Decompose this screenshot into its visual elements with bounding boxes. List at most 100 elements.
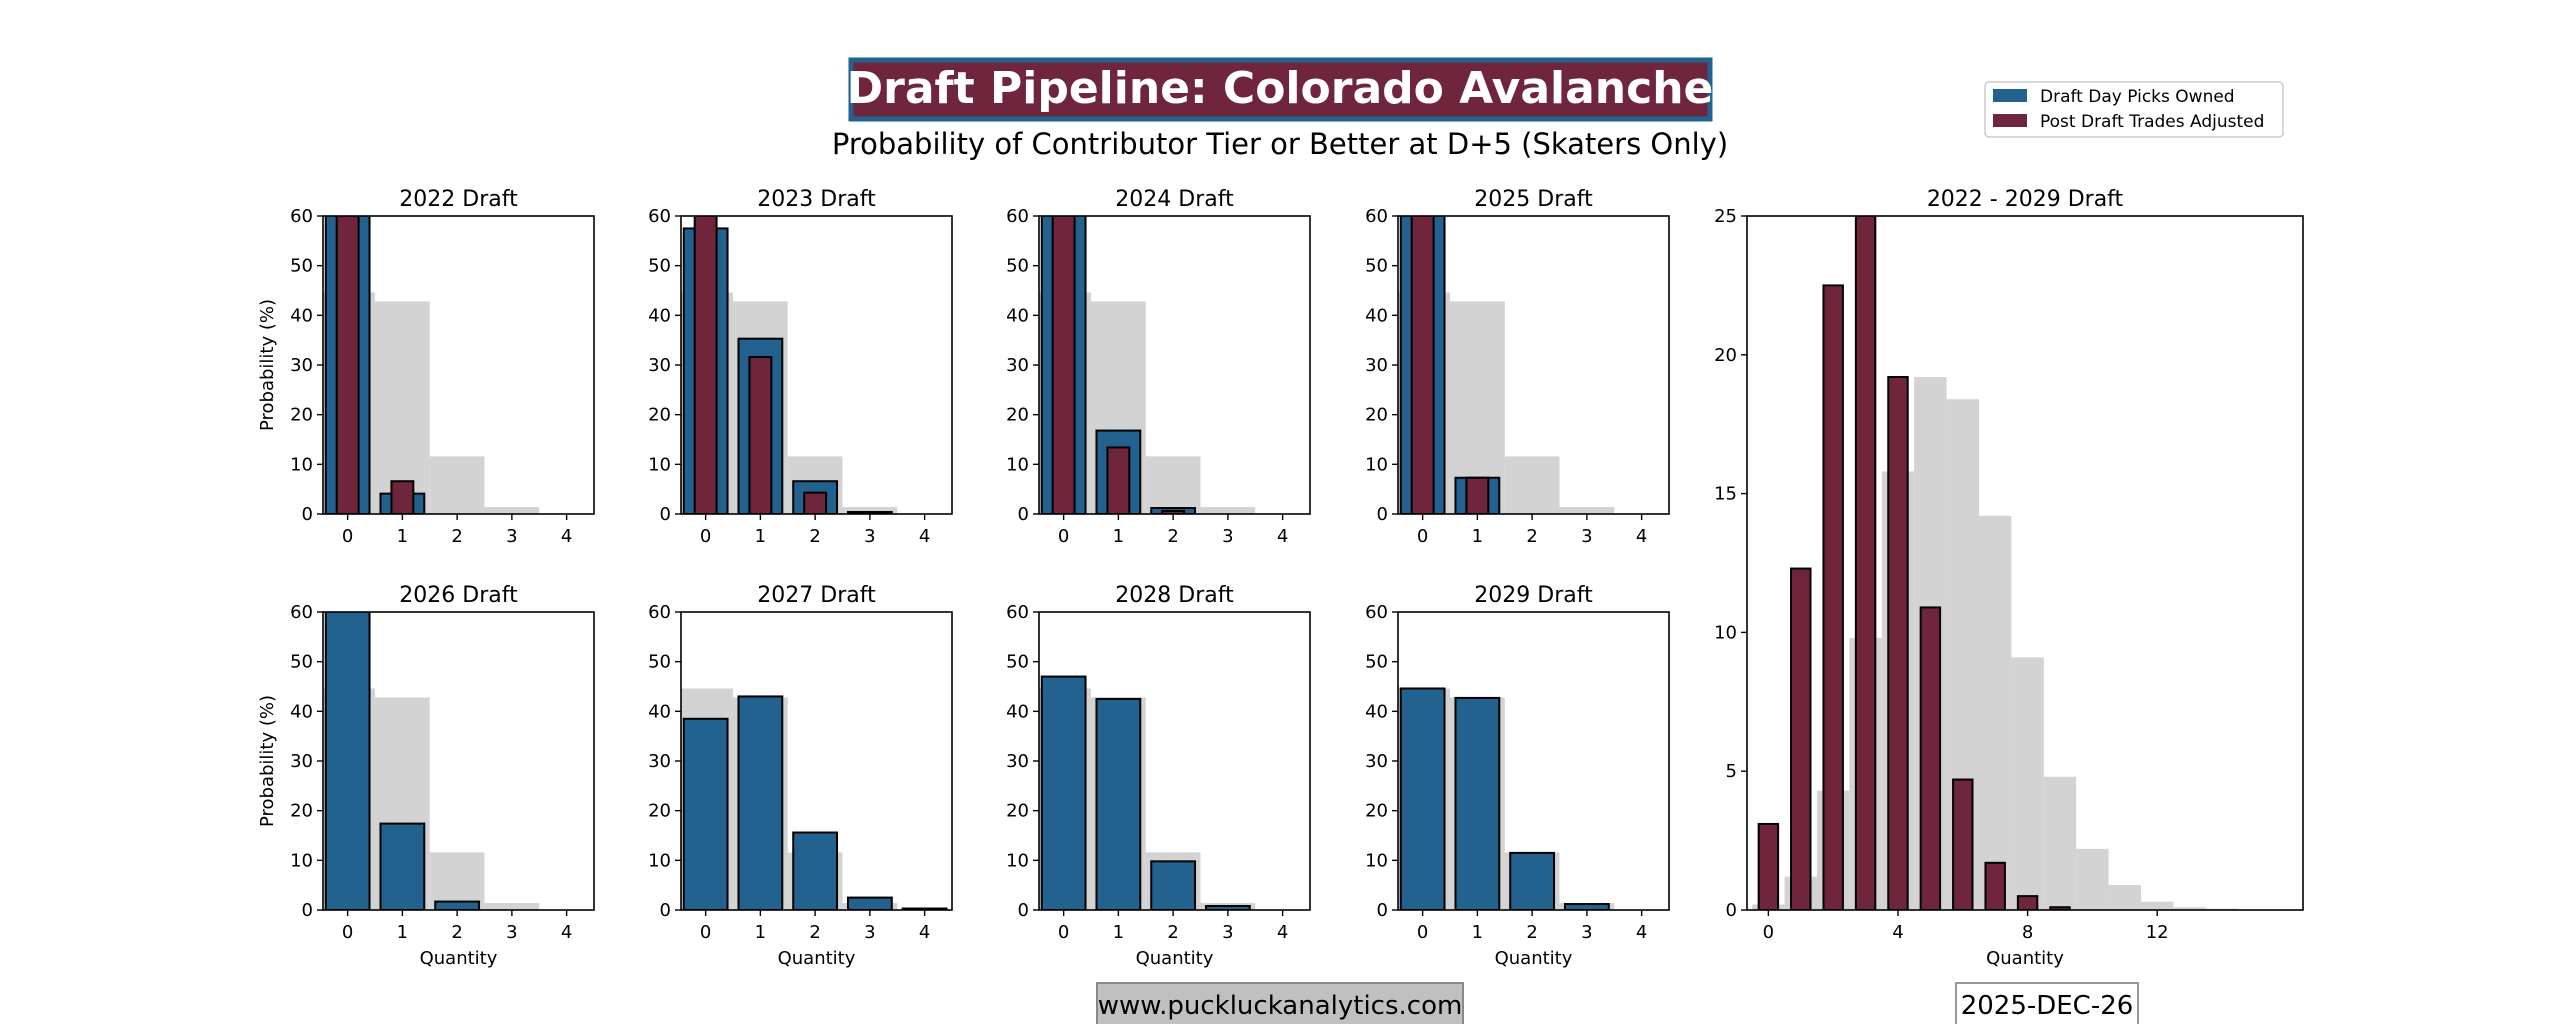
x-tick-label: 0 (700, 526, 711, 547)
y-tick-label: 30 (1365, 751, 1388, 772)
x-tick-label: 1 (755, 526, 766, 547)
x-tick-label: 12 (2146, 922, 2169, 943)
y-tick-label: 0 (660, 900, 671, 921)
x-tick-label: 1 (1472, 922, 1483, 943)
x-tick-label: 0 (342, 922, 353, 943)
legend-swatch-maroon (1993, 114, 2027, 127)
y-tick-label: 10 (290, 454, 313, 475)
x-tick-label: 3 (506, 922, 517, 943)
x-tick-label: 1 (397, 922, 408, 943)
y-tick-label: 40 (648, 305, 671, 326)
x-tick-label: 3 (1581, 922, 1592, 943)
panel-title: 2026 Draft (399, 583, 518, 608)
draft-day-bar (1563, 903, 1610, 910)
post-trade-bar (1051, 216, 1076, 514)
draft-day-bar (1040, 675, 1087, 910)
y-tick-label: 30 (648, 751, 671, 772)
post-trade-bar (748, 356, 773, 514)
baseline-bar (842, 507, 898, 514)
y-tick-label: 40 (290, 701, 313, 722)
y-tick-label: 20 (648, 801, 671, 822)
plot-area (681, 688, 952, 910)
x-tick-label: 1 (1113, 922, 1124, 943)
chart-panel: 0 5 10 15 20 25 0 4 8 12 2022 - 2029 Draft Quantity (1714, 187, 2304, 969)
legend-swatch-blue (1993, 89, 2027, 102)
y-tick-label: 15 (1714, 484, 1737, 505)
baseline-bar (429, 456, 485, 514)
date-label: 2025-DEC-26 (1961, 991, 2134, 1021)
y-tick-label: 50 (1365, 652, 1388, 673)
baseline-bar (1145, 456, 1201, 514)
y-tick-label: 0 (1377, 900, 1388, 921)
x-tick-label: 2 (1526, 526, 1537, 547)
y-tick-label: 0 (1377, 504, 1388, 525)
y-tick-label: 30 (290, 751, 313, 772)
chart-panel: 0 10 20 30 40 50 60 0 1 2 3 4 2029 Draft Quantity (1365, 583, 1670, 969)
y-tick-label: 50 (1006, 256, 1029, 277)
plot-area (1039, 216, 1310, 514)
y-tick-label: 0 (1018, 504, 1029, 525)
x-tick-label: 4 (1277, 922, 1288, 943)
draft-day-bar (737, 695, 784, 910)
baseline-bar (2076, 848, 2109, 910)
post-trade-bar (693, 216, 718, 514)
y-tick-label: 10 (1365, 454, 1388, 475)
y-tick-label: 10 (648, 850, 671, 871)
y-tick-label: 20 (290, 405, 313, 426)
panel-title: 2023 Draft (757, 187, 876, 212)
y-tick-label: 60 (648, 206, 671, 227)
y-tick-label: 30 (648, 355, 671, 376)
footer: www.puckluckanalytics.com 2025-DEC-26 (1096, 982, 2139, 1024)
x-tick-label: 0 (1763, 922, 1774, 943)
x-axis-label: Quantity (420, 948, 498, 969)
y-axis-label: Probability (%) (257, 695, 278, 827)
y-tick-label: 30 (1006, 751, 1029, 772)
post-trade-bar (335, 216, 360, 514)
panel-title: 2029 Draft (1474, 583, 1593, 608)
y-tick-label: 25 (1714, 206, 1737, 227)
chart-panel: 0 10 20 30 40 50 60 0 1 2 3 4 2023 Draft (648, 187, 953, 547)
panel-title: 2022 - 2029 Draft (1927, 187, 2124, 212)
x-tick-label: 2 (451, 922, 462, 943)
post-trade-bar (1919, 606, 1942, 910)
y-tick-label: 0 (302, 504, 313, 525)
baseline-bar (484, 507, 540, 514)
x-tick-label: 2 (809, 526, 820, 547)
chart-panel: 0 10 20 30 40 50 60 0 1 2 3 4 2025 Draft (1365, 187, 1670, 547)
y-tick-label: 50 (1365, 256, 1388, 277)
y-tick-label: 5 (1726, 761, 1737, 782)
post-trade-bar (1822, 284, 1844, 910)
x-tick-label: 4 (561, 526, 572, 547)
y-tick-label: 60 (1006, 602, 1029, 623)
y-tick-label: 10 (290, 850, 313, 871)
x-tick-label: 0 (342, 526, 353, 547)
page-title: Draft Pipeline: Colorado Avalanche (847, 63, 1714, 114)
x-tick-label: 0 (1417, 526, 1428, 547)
legend: Draft Day Picks Owned Post Draft Trades … (1984, 81, 2284, 138)
website-link[interactable]: www.puckluckanalytics.com (1098, 991, 1463, 1021)
x-tick-label: 1 (1472, 526, 1483, 547)
post-trade-bar (1757, 822, 1780, 910)
y-tick-label: 0 (660, 504, 671, 525)
draft-day-bar (1399, 687, 1446, 910)
draft-day-bar (792, 831, 839, 910)
y-tick-label: 0 (1726, 900, 1737, 921)
x-tick-label: 2 (1167, 526, 1178, 547)
x-tick-label: 0 (1058, 526, 1069, 547)
y-tick-label: 60 (1006, 206, 1029, 227)
y-tick-label: 60 (290, 206, 313, 227)
date-box (1955, 982, 2139, 1024)
x-tick-label: 4 (919, 526, 930, 547)
legend-frame (1984, 81, 2284, 138)
post-trade-bar (1887, 376, 1909, 910)
y-tick-label: 20 (290, 801, 313, 822)
y-tick-label: 40 (648, 701, 671, 722)
post-trade-bar (1790, 567, 1812, 910)
chart-panel: 0 10 20 30 40 50 60 0 1 2 3 4 2022 Draft Probability … (257, 187, 595, 547)
x-tick-label: 4 (1892, 922, 1903, 943)
post-trade-bar (1410, 216, 1435, 514)
y-tick-label: 20 (1006, 801, 1029, 822)
y-tick-label: 10 (1006, 454, 1029, 475)
plot-area (323, 612, 594, 910)
baseline-bar (429, 852, 485, 910)
